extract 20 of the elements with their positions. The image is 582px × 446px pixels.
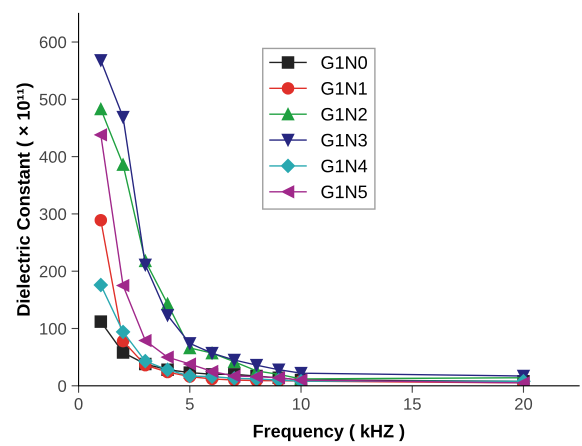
x-tick-label: 0 [74, 398, 83, 410]
y-tick-label: 300 [40, 208, 66, 220]
x-tick-label: 15 [404, 398, 421, 410]
y-tick-label: 100 [40, 322, 66, 335]
x-tick-label: 10 [293, 398, 310, 410]
y-axis-title: Dielectric Constant ( × 10¹¹) [16, 83, 34, 316]
x-axis-title: Frequency ( kHZ ) [254, 424, 404, 442]
legend-label: G1N1 [321, 82, 367, 95]
y-tick-label: 400 [39, 151, 66, 163]
y-tick-label: 0 [58, 380, 66, 392]
y-tick-label: 600 [40, 36, 66, 48]
y-tick-label: 200 [40, 266, 66, 278]
legend-label: G1N0 [321, 56, 367, 69]
y-tick-label: 500 [40, 94, 66, 106]
legend-label: G1N2 [321, 108, 367, 121]
legend-label: G1N3 [321, 134, 367, 147]
legend-label: G1N5 [321, 185, 367, 198]
legend-label: G1N4 [321, 160, 368, 172]
x-tick-label: 5 [186, 398, 194, 410]
x-tick-label: 20 [515, 398, 532, 410]
